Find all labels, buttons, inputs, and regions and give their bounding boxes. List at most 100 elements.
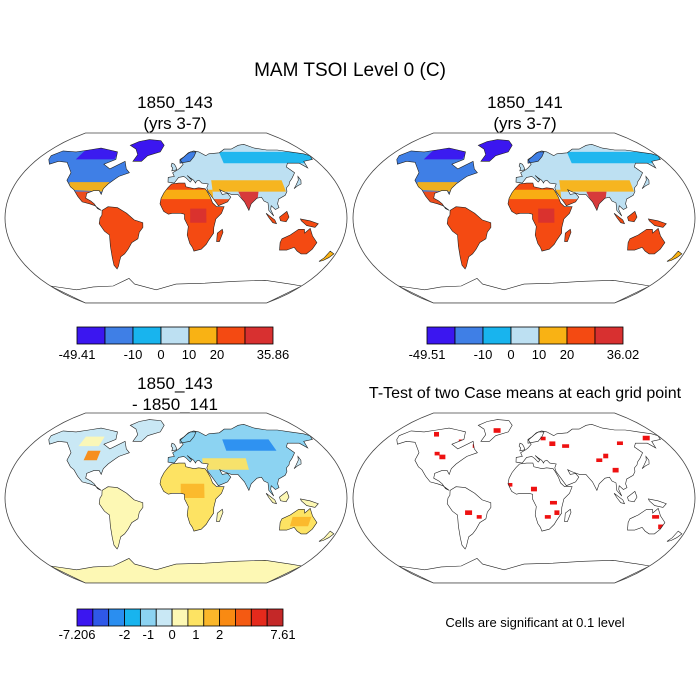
panel-4-title: T-Test of two Case means at each grid po…: [350, 383, 700, 404]
map-p3-land-samerica: [99, 486, 143, 549]
map-p1-land-greenland: [130, 139, 165, 162]
map-p4-coastline-nz: [666, 530, 683, 542]
map-p2-coastline-samerica: [446, 206, 492, 270]
panel-1-title-line1: 1850_143: [137, 93, 213, 112]
map-p4-significant-cell: [549, 441, 556, 447]
cb2-swatch-0: [426, 326, 456, 345]
map-p2-coastline-antarctica: [398, 278, 651, 303]
map-p4-coastline-antarctica: [398, 558, 651, 583]
map-p1-coastline-japan: [293, 175, 302, 189]
colorbar-panel-2-labels: -49.51 -10 0 10 20 36.02: [409, 347, 640, 365]
map-p4-coastline-indonesia2: [627, 490, 638, 503]
map-p2-land-scand: [527, 151, 544, 164]
map-p2-band-midlat-asia: [559, 180, 634, 192]
cb1-tick-label: 20: [209, 347, 225, 362]
map-p4-land-australia: [627, 508, 665, 534]
map-p3-band-siberia-cool: [222, 439, 277, 451]
cb3-tick-label: 2: [215, 627, 224, 642]
map-p3-coastline-namerica: [48, 427, 130, 491]
cb1-swatch-0: [76, 326, 106, 345]
significance-note: Cells are significant at 0.1 level: [445, 615, 625, 630]
cb3-tick-label: 1: [192, 627, 200, 642]
map-p1-land-newguinea: [300, 218, 319, 228]
map-p4-significant-cell: [652, 515, 660, 519]
panel-4-title-line1: T-Test of two Case means at each grid po…: [368, 385, 682, 402]
map-p4-significant-cell: [642, 435, 650, 441]
panel-1-title-line2: (yrs 3-7): [143, 114, 207, 133]
map-p2-coastline-scand: [527, 151, 545, 164]
cb3-swatch-11: [250, 608, 268, 627]
map-p4-coastline-australia: [627, 507, 666, 535]
colorbar-panel-1: [76, 326, 274, 345]
map-p3-coastline-samerica: [98, 486, 144, 550]
cb3-swatch-4: [139, 608, 157, 627]
cb1-tick-label: 0: [157, 347, 165, 362]
cb3-tick-label: 7.61: [270, 627, 296, 642]
map-p2-coastline-greenland: [477, 139, 513, 162]
map-p4-significant-cell: [616, 441, 623, 446]
map-p3-land-scand: [179, 431, 196, 444]
cb3-tick-label: -1: [142, 627, 155, 642]
map-p1-band-sahara: [160, 189, 214, 200]
cb2-swatch-2: [482, 326, 512, 345]
map-p1-coastline-australia: [279, 227, 318, 255]
map-p3-outline: [4, 412, 348, 584]
map-p3-land-newguinea: [300, 498, 319, 508]
map-p1-coastline-samerica: [98, 206, 144, 270]
map-p4-coastline-newguinea: [647, 498, 667, 508]
map-p3-land-madagascar: [216, 509, 223, 522]
map-p1-coastline-uk: [170, 162, 178, 172]
map-p1-coastline-indonesia2: [279, 210, 290, 223]
cb2-tick-label: -49.51: [408, 347, 446, 362]
map-panel-3-difference: [4, 412, 348, 584]
map-p2-coastline-eurasia: [515, 143, 661, 217]
panel-2-title-line2: (yrs 3-7): [493, 114, 557, 133]
map-p1-coastline-madagascar: [216, 228, 224, 242]
cb3-swatch-2: [108, 608, 125, 627]
map-p1-band-canada-cold: [75, 148, 122, 160]
map-p4-significant-cell: [658, 524, 664, 530]
map-p1-land-madagascar: [216, 229, 223, 242]
map-p1-coastline-namerica: [48, 147, 130, 211]
map-p2-land-samerica: [447, 206, 491, 269]
panel-3-title-line2: - 1850_141: [131, 395, 219, 414]
map-p3-band-australia-warm: [289, 516, 312, 527]
map-p2-land-antarctica: [398, 278, 650, 303]
map-p1-band-usa-warm: [69, 182, 110, 192]
map-p1-coastline-scand: [179, 151, 197, 164]
map-p4-land-antarctica: [398, 558, 650, 583]
cb1-swatch-6: [244, 326, 274, 345]
map-p4-coastline-indonesia1: [613, 493, 626, 505]
cb1-swatch-4: [188, 326, 218, 345]
map-p1-land-scand: [179, 151, 196, 164]
map-p1-outline: [4, 132, 348, 304]
map-p1-land-antarctica: [50, 278, 302, 303]
map-p4-coastline-eurasia: [515, 423, 661, 497]
colorbar-panel-1-labels: -49.41 -10 0 10 20 35.86: [59, 347, 290, 365]
panel-3-title-line1: 1850_143: [137, 374, 213, 393]
map-p2-coastline-japan: [641, 175, 650, 189]
map-p2-coastline-indonesia1: [613, 213, 626, 225]
figure-title: MAM TSOI Level 0 (C): [254, 60, 446, 81]
map-p2-land-indonesia1: [614, 213, 625, 224]
map-p4-coastline-greenland: [477, 419, 513, 442]
cb3-tick-label: 0: [168, 627, 176, 642]
map-p3-coastline-newguinea: [299, 498, 319, 508]
cb1-swatch-3: [160, 326, 190, 345]
map-p2-land-greenland: [478, 139, 513, 162]
map-p2-land-australia: [627, 228, 665, 254]
map-p4-significant-cell: [540, 436, 546, 441]
map-p3-coastline-madagascar: [216, 508, 224, 522]
map-p2-land-namerica: [396, 148, 478, 211]
cb3-swatch-0: [76, 608, 94, 627]
map-p4-coastline-africa: [507, 462, 573, 532]
map-p3-band-asia-warm: [202, 458, 249, 470]
map-p4-significant-cell: [612, 467, 619, 473]
map-p1-land-samerica: [99, 206, 143, 269]
map-p4-coastline-uk: [518, 442, 526, 452]
cb2-swatch-1: [454, 326, 484, 345]
map-p4-significant-cell: [439, 454, 446, 460]
cb3-swatch-3: [124, 608, 141, 627]
panel-3-title: 1850_143 - 1850_141: [60, 373, 290, 415]
map-p4-land-madagascar: [564, 509, 571, 522]
